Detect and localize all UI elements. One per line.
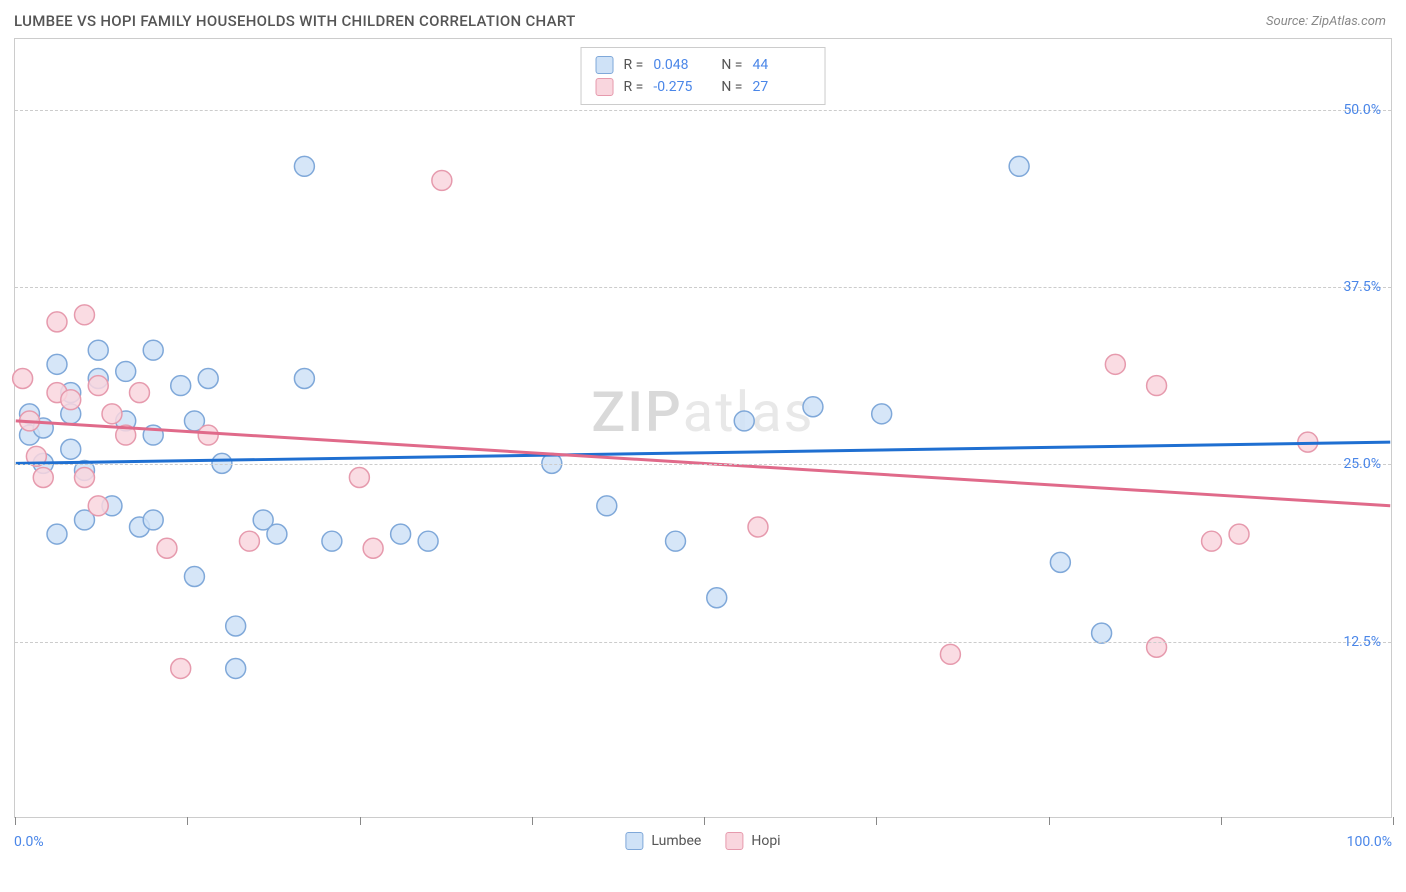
bottom-legend-item: Lumbee [625, 832, 701, 850]
data-point [432, 170, 452, 190]
data-point [363, 538, 383, 558]
data-point [171, 658, 191, 678]
bottom-legend-item: Hopi [725, 832, 780, 850]
n-value: 27 [752, 79, 810, 95]
data-point [88, 376, 108, 396]
data-point [13, 369, 33, 389]
data-point [47, 354, 67, 374]
data-point [267, 524, 287, 544]
data-point [143, 510, 163, 530]
legend-swatch [725, 832, 743, 850]
x-tick [1221, 817, 1222, 825]
data-point [1050, 552, 1070, 572]
data-point [47, 524, 67, 544]
r-value: 0.048 [653, 57, 711, 73]
data-point [47, 312, 67, 332]
data-point [171, 376, 191, 396]
r-label: R = [624, 79, 644, 95]
x-axis-max-label: 100.0% [1347, 834, 1392, 850]
data-point [1229, 524, 1249, 544]
gridline [15, 642, 1391, 643]
data-point [88, 340, 108, 360]
data-point [61, 390, 81, 410]
data-point [61, 439, 81, 459]
data-point [226, 658, 246, 678]
data-point [349, 468, 369, 488]
data-point [1092, 623, 1112, 643]
legend-label: Hopi [751, 833, 780, 849]
data-point [1105, 354, 1125, 374]
data-point [75, 468, 95, 488]
n-value: 44 [752, 57, 810, 73]
data-point [748, 517, 768, 537]
data-point [294, 156, 314, 176]
top-legend-box: R = 0.048 N = 44 R = -0.275 N = 27 [581, 47, 826, 105]
x-axis-min-label: 0.0% [14, 834, 44, 850]
data-point [597, 496, 617, 516]
data-point [803, 397, 823, 417]
data-point [226, 616, 246, 636]
x-tick [187, 817, 188, 825]
data-point [294, 369, 314, 389]
legend-swatch [596, 78, 614, 96]
x-tick [704, 817, 705, 825]
data-point [940, 644, 960, 664]
y-tick-label: 12.5% [1343, 634, 1381, 650]
source-label: Source: ZipAtlas.com [1266, 14, 1386, 29]
y-tick-label: 37.5% [1343, 279, 1381, 295]
chart-plot-area: ZIPatlas R =0.048N =44R =-0.275N =27 12.… [14, 38, 1392, 818]
data-point [129, 383, 149, 403]
x-tick [532, 817, 533, 825]
gridline [15, 110, 1391, 111]
data-point [707, 588, 727, 608]
data-point [116, 361, 136, 381]
data-point [872, 404, 892, 424]
x-tick [876, 817, 877, 825]
x-tick [15, 817, 16, 825]
scatter-svg [15, 39, 1391, 817]
data-point [322, 531, 342, 551]
data-point [391, 524, 411, 544]
data-point [418, 531, 438, 551]
data-point [239, 531, 259, 551]
data-point [33, 468, 53, 488]
x-tick [360, 817, 361, 825]
gridline [15, 287, 1391, 288]
data-point [666, 531, 686, 551]
data-point [143, 340, 163, 360]
top-legend-row: R = -0.275 N = 27 [596, 76, 811, 98]
x-tick [1393, 817, 1394, 825]
data-point [198, 369, 218, 389]
legend-swatch [596, 56, 614, 74]
y-tick-label: 50.0% [1343, 102, 1381, 118]
r-value: -0.275 [653, 79, 711, 95]
data-point [157, 538, 177, 558]
chart-wrapper: Family Households with Children ZIPatlas… [14, 38, 1392, 818]
data-point [1147, 637, 1167, 657]
data-point [1147, 376, 1167, 396]
n-label: N = [721, 79, 742, 95]
legend-swatch [625, 832, 643, 850]
header-bar: LUMBEE VS HOPI FAMILY HOUSEHOLDS WITH CH… [0, 0, 1406, 38]
data-point [212, 453, 232, 473]
n-label: N = [721, 57, 742, 73]
gridline [15, 464, 1391, 465]
r-label: R = [624, 57, 644, 73]
data-point [102, 404, 122, 424]
y-tick-label: 25.0% [1343, 456, 1381, 472]
chart-title: LUMBEE VS HOPI FAMILY HOUSEHOLDS WITH CH… [14, 12, 576, 30]
data-point [198, 425, 218, 445]
bottom-legend: Lumbee Hopi [625, 832, 780, 850]
data-point [88, 496, 108, 516]
x-tick [1049, 817, 1050, 825]
data-point [1009, 156, 1029, 176]
top-legend-row: R = 0.048 N = 44 [596, 54, 811, 76]
data-point [184, 567, 204, 587]
data-point [75, 305, 95, 325]
data-point [734, 411, 754, 431]
data-point [1202, 531, 1222, 551]
legend-label: Lumbee [651, 833, 701, 849]
